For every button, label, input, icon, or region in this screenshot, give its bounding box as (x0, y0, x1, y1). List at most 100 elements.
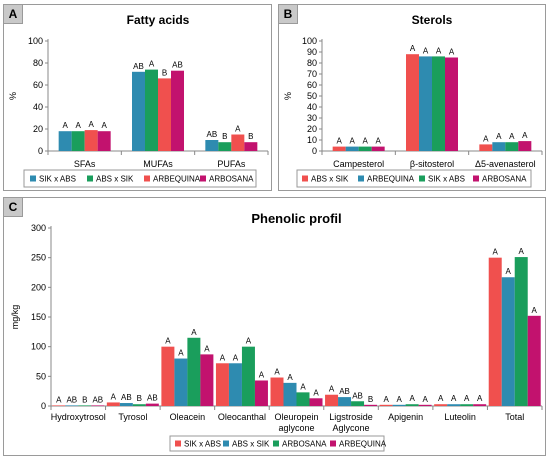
bar-significance-label: AB (352, 391, 363, 400)
bar-significance-label: A (235, 125, 241, 134)
x-tick-label: Apigenin (388, 412, 423, 422)
bar (492, 142, 506, 151)
bar-significance-label: AB (339, 387, 350, 396)
bar-significance-label: A (111, 392, 117, 401)
y-tick-label: 50 (307, 91, 317, 101)
y-tick-label: 150 (31, 312, 46, 322)
bar (332, 146, 346, 151)
bar (514, 257, 528, 406)
bar-significance-label: A (62, 121, 68, 130)
bar-significance-label: A (509, 132, 515, 141)
bar-significance-label: A (383, 395, 389, 404)
bar (434, 404, 448, 406)
legend-swatch (419, 175, 425, 182)
bar-significance-label: B (137, 394, 142, 403)
y-tick-label: 100 (31, 342, 46, 352)
bar-significance-label: B (222, 132, 227, 141)
legend-label: ABS x SIK (96, 175, 134, 184)
y-tick-label: 0 (312, 146, 317, 156)
bar (432, 56, 445, 151)
y-tick-label: 200 (31, 282, 46, 292)
x-tick-label: Ligstroside Aglycone (329, 412, 373, 433)
bar-significance-label: A (522, 131, 528, 140)
panel-b: B Sterols% 0 10 20 30 40 50 60 70 80 90 100 Campeste… (278, 4, 546, 191)
bar-significance-label: A (191, 328, 197, 337)
bar (52, 405, 66, 407)
x-tick-label: Oleuropein aglycone (274, 412, 318, 433)
bar (106, 402, 120, 406)
bar (228, 363, 242, 406)
bar (325, 394, 339, 406)
bar-significance-label: A (300, 382, 306, 391)
bar (479, 144, 493, 151)
bar-significance-label: AB (133, 62, 144, 71)
legend-box (23, 169, 257, 188)
legend-swatch (30, 175, 36, 182)
bar (71, 131, 85, 151)
legend-label: ARBOSANA (209, 175, 254, 184)
y-tick-label: 80 (307, 58, 317, 68)
bar-significance-label: A (246, 337, 252, 346)
y-tick-label: 100 (28, 36, 43, 46)
bar (309, 398, 323, 406)
bar (296, 392, 310, 406)
bar (218, 142, 232, 151)
bar-significance-label: A (375, 137, 381, 146)
legend-swatch (330, 440, 336, 447)
bar (364, 404, 378, 406)
panel-c: C Phenolic profil mg/kg 0 50 100 150 200 250 300… (3, 197, 546, 456)
y-tick-label: 20 (33, 124, 43, 134)
y-tick-label: 70 (307, 69, 317, 79)
chart-title: Fatty acids (127, 13, 190, 27)
legend-label: SIK x ABS (39, 175, 76, 184)
legend-swatch (223, 440, 229, 447)
y-tick-label: 40 (33, 102, 43, 112)
panel-b-letter: B (279, 5, 298, 24)
legend-swatch (273, 440, 279, 447)
bar (445, 57, 458, 151)
bar (171, 70, 184, 151)
bar (527, 315, 541, 406)
legend-swatch (144, 175, 150, 182)
y-tick-label: 10 (307, 135, 317, 145)
bar (488, 257, 502, 406)
y-tick-label: 0 (38, 146, 43, 156)
bar-significance-label: B (368, 395, 373, 404)
panel-c-letter: C (4, 198, 23, 217)
y-tick-label: 0 (41, 401, 46, 411)
bar (505, 142, 519, 151)
legend-label: SIK x ABS (184, 440, 221, 449)
bar-significance-label: A (329, 385, 335, 394)
bar-significance-label: A (396, 395, 402, 404)
bar (132, 404, 146, 406)
bar-significance-label: A (464, 394, 470, 403)
bar (174, 358, 188, 406)
bar (161, 346, 175, 406)
x-tick-label: Total (505, 412, 524, 422)
bar-significance-label: A (274, 368, 280, 377)
y-tick-label: 40 (307, 102, 317, 112)
bar (132, 71, 145, 151)
y-tick-label: 250 (31, 253, 46, 263)
bar (405, 404, 419, 406)
bar (283, 382, 297, 406)
bar-significance-label: A (532, 306, 538, 315)
bar-significance-label: A (349, 137, 355, 146)
x-tick-label: Δ5-avenasterol (475, 159, 536, 169)
legend-label: ABS x SIK (311, 175, 349, 184)
bar-significance-label: A (178, 349, 184, 358)
bar-significance-label: A (477, 394, 483, 403)
y-tick-label: 60 (307, 80, 317, 90)
bar (58, 131, 72, 151)
legend-swatch (473, 175, 479, 182)
y-tick-label: 100 (302, 36, 317, 46)
bar-significance-label: A (259, 370, 265, 379)
legend-swatch (200, 175, 206, 182)
bar (358, 146, 372, 151)
bar (379, 404, 393, 406)
bar (97, 131, 111, 151)
x-tick-label: Oleacein (170, 412, 206, 422)
bar-significance-label: A (165, 337, 171, 346)
